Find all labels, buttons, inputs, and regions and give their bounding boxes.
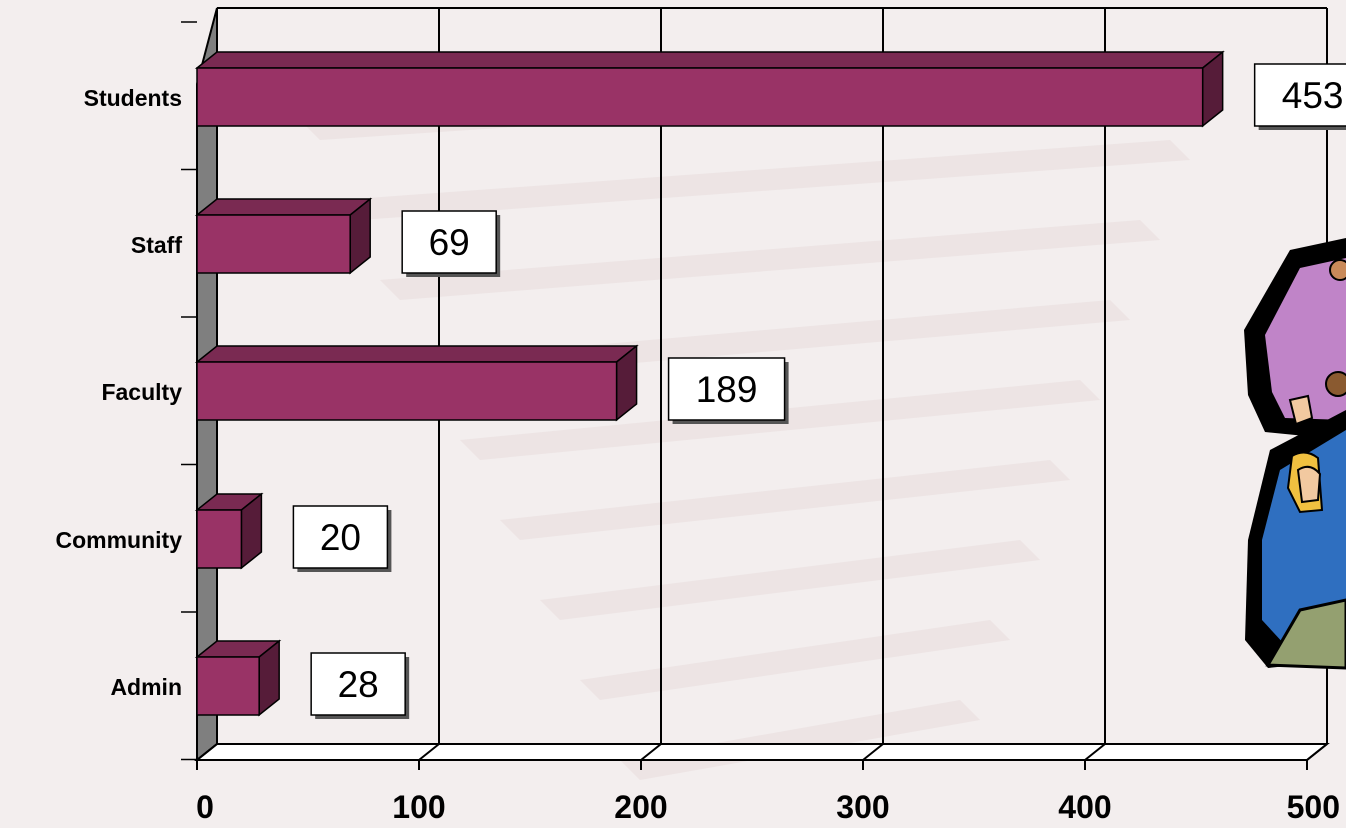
category-label: Community [56,527,183,553]
data-label-text: 20 [320,517,361,558]
bar-front-face [196,361,618,421]
bar-front-face [196,67,1204,127]
x-tick-label: 0 [196,789,214,825]
bar-top-face [194,51,1225,69]
x-tick-label: 300 [836,789,889,825]
data-label-staff: 69 [401,210,501,277]
data-labels: 453 69 189 20 28 [292,63,1346,719]
data-label-box [401,210,497,274]
category-label: Admin [110,674,182,700]
x-tick-label: 100 [392,789,445,825]
category-labels: Students Staff Faculty Community Admin [56,85,183,700]
floor-gridline [196,743,218,761]
category-label: Faculty [101,379,182,405]
floor [194,743,1330,761]
data-label-text: 453 [1282,75,1344,116]
bar-faculty [194,344,639,422]
watermark-band [500,460,1070,540]
floor-gridline [640,743,662,761]
bar-community [194,492,264,570]
people-group-clipart-icon [1244,238,1346,670]
bar-front-face [196,656,260,716]
category-label: Staff [131,232,182,258]
data-label-box [292,505,389,569]
data-label-text: 69 [429,222,470,263]
watermark-band [580,620,1010,700]
data-label-box [1253,63,1346,127]
watermark-band [380,220,1160,300]
floor-gridline [1084,743,1106,761]
data-label-students: 453 [1253,63,1346,130]
bar-front-face [196,214,351,274]
floor-gridline [862,743,884,761]
watermark-band [340,140,1190,220]
x-tick-labels: 0 100 200 300 400 500 [196,789,1340,825]
x-tick-label: 200 [614,789,667,825]
watermark-band [540,540,1040,620]
data-label-box [667,357,786,421]
bar-admin [194,639,282,717]
floor-gridline [1306,743,1328,761]
data-label-faculty: 189 [667,357,789,424]
data-label-text: 28 [338,664,379,705]
bar-students [194,50,1225,128]
data-label-box [310,652,406,716]
data-label-text: 189 [696,369,758,410]
bar-front-face [196,509,243,569]
bar-top-face [194,198,373,216]
x-tick-label: 400 [1058,789,1111,825]
data-label-community: 20 [292,505,392,572]
data-label-admin: 28 [310,652,410,719]
bar-top-face [194,345,639,363]
x-tick-label: 500 [1287,789,1340,825]
bars [194,50,1225,717]
bar-staff [194,197,373,275]
floor-gridline [418,743,440,761]
category-label: Students [84,85,182,111]
